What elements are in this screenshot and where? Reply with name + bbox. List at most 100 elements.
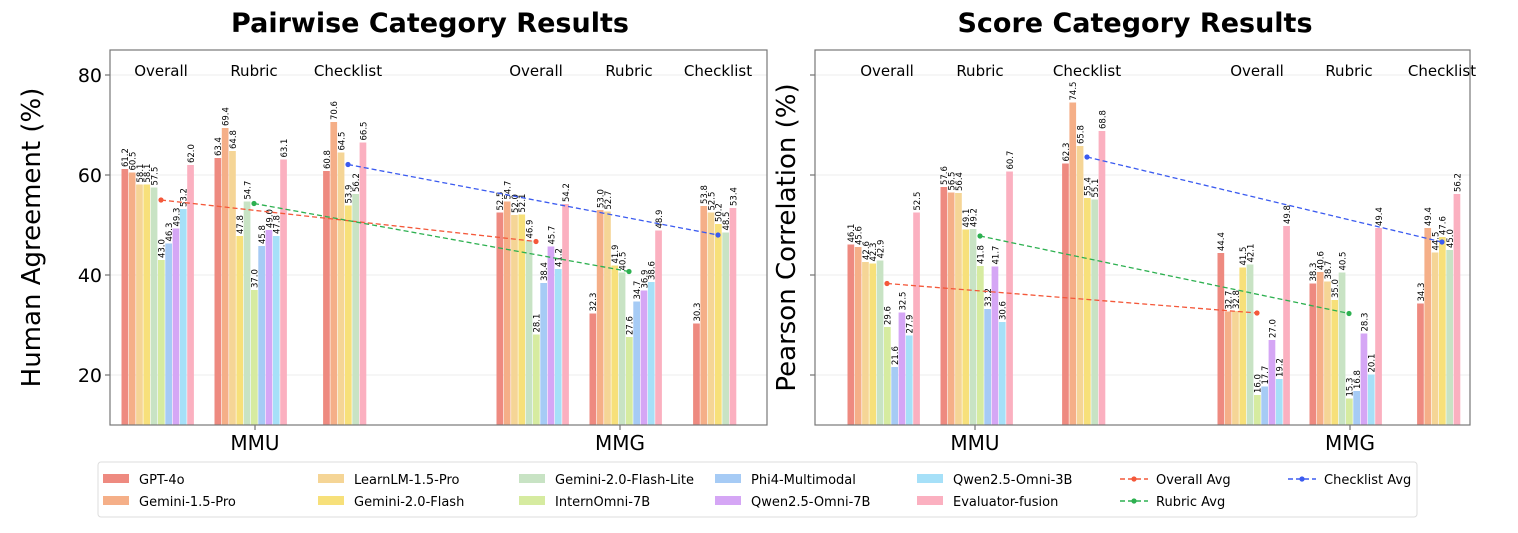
legend-marker [1131, 498, 1137, 504]
bar-value-label: 49.2 [969, 208, 979, 227]
bar-value-label: 40.5 [618, 252, 628, 271]
bar-LearnLM-1.5-Pro [1076, 146, 1084, 425]
bar-value-label: 49.0 [265, 209, 275, 228]
bar-GPT-4o [1217, 253, 1225, 425]
bar-value-label: 53.4 [729, 187, 739, 206]
avg-point [533, 238, 539, 245]
bar-value-label: 15.3 [1346, 378, 1356, 397]
avg-point [1439, 239, 1445, 245]
bar-GPT-4o [496, 212, 504, 425]
bar-value-label: 28.3 [1360, 313, 1370, 332]
category-label: Overall [509, 62, 563, 80]
bar-value-label: 61.2 [121, 148, 131, 167]
bar-value-label: 53.2 [180, 188, 190, 207]
bar-value-label: 45.0 [1446, 229, 1456, 248]
bar-value-label: 54.7 [503, 181, 513, 200]
bar-value-label: 16.8 [1353, 370, 1363, 389]
avg-line-Rubric Avg [253, 202, 630, 273]
bar-Gemini-2.0-Flash [143, 184, 151, 425]
legend-label: LearnLM-1.5-Pro [354, 473, 460, 488]
category-label: Checklist [684, 62, 752, 80]
category-label: Checklist [1053, 62, 1121, 80]
bar-value-label: 52.1 [518, 194, 528, 213]
bar-InternOmni-7B [884, 327, 891, 425]
bar-Gemini-2.0-Flash-Lite [1091, 199, 1098, 425]
bar-InternOmni-7B [626, 337, 633, 425]
bar-value-label: 27.0 [1268, 319, 1278, 338]
bar-Gemini-2.0-Flash [1439, 237, 1446, 425]
bar-value-label: 64.5 [337, 132, 347, 151]
bar-InternOmni-7B [1254, 395, 1261, 425]
bar-InternOmni-7B [533, 334, 540, 425]
avg-point [884, 280, 890, 287]
bar-value-label: 62.3 [1062, 143, 1072, 162]
bar-Gemini-2.0-Flash [236, 236, 244, 425]
bar-GPT-4o [589, 313, 597, 425]
avg-line-Rubric Avg [979, 235, 1350, 315]
bar-value-label: 53.0 [596, 189, 606, 208]
bar-Gemini-1.5-Pro [128, 172, 136, 425]
category-label: Rubric [605, 62, 652, 80]
bar-value-label: 49.4 [1375, 207, 1385, 226]
plot-frame [109, 49, 768, 426]
legend-swatch [519, 496, 545, 505]
avg-point [1346, 310, 1352, 317]
bar-value-label: 43.0 [158, 239, 168, 258]
bar-GPT-4o [1062, 163, 1069, 425]
bar-value-label: 32.3 [589, 293, 599, 312]
bar-value-label: 48.5 [722, 212, 732, 231]
legend-swatch [519, 474, 545, 483]
bar-value-label: 46.1 [847, 224, 857, 243]
bar-value-label: 19.2 [1276, 358, 1286, 377]
y-tick-label: 80 [78, 65, 102, 87]
bar-value-label: 38.7 [1324, 261, 1334, 280]
bar-value-label: 53.8 [700, 185, 710, 204]
bar-Gemini-2.0-Flash [715, 224, 722, 425]
bar-Evaluator-fusion [655, 230, 662, 425]
bar-Evaluator-fusion [1098, 131, 1106, 425]
bar-GPT-4o [1309, 283, 1317, 425]
bar-value-label: 42.6 [862, 241, 872, 260]
bar-value-label: 37.0 [251, 269, 261, 288]
bar-Phi4-Multimodal [891, 367, 898, 425]
bar-value-label: 32.8 [1232, 290, 1242, 309]
bar-Qwen2.5-Omni-7B [547, 246, 555, 425]
bar-value-label: 42.9 [876, 240, 886, 259]
bar-value-label: 42.3 [869, 243, 879, 262]
bar-Phi4-Multimodal [1261, 386, 1268, 425]
bar-value-label: 57.6 [940, 166, 950, 185]
bar-Evaluator-fusion [913, 212, 920, 425]
bar-Qwen2.5-Omni-7B [1360, 333, 1368, 425]
bar-Qwen2.5-Omni-3B [554, 269, 562, 425]
bar-value-label: 41.8 [977, 245, 987, 264]
bar-value-label: 56.4 [955, 172, 965, 191]
bar-value-label: 63.1 [280, 139, 290, 158]
bar-Phi4-Multimodal [258, 246, 265, 425]
legend-swatch [318, 496, 344, 505]
bar-value-label: 28.1 [533, 314, 543, 333]
legend-swatch [715, 474, 741, 483]
avg-point [1254, 310, 1260, 316]
legend-label: GPT-4o [139, 473, 185, 488]
bar-value-label: 38.3 [1309, 263, 1319, 282]
legend-label: Overall Avg [1156, 473, 1231, 488]
bar-value-label: 36.9 [640, 270, 650, 289]
bar-value-label: 55.1 [1091, 179, 1101, 198]
chart-1: Pairwise Category Results Human Agreement… [17, 8, 768, 455]
bar-Gemini-2.0-Flash-Lite [243, 201, 251, 425]
bar-value-label: 33.2 [984, 288, 994, 307]
bar-Evaluator-fusion [562, 204, 569, 425]
x-tick-label: MMG [1325, 431, 1375, 455]
bar-Evaluator-fusion [1375, 228, 1382, 425]
bar-Gemini-1.5-Pro [1069, 102, 1077, 425]
legend-label: Gemini-2.0-Flash [354, 495, 464, 510]
y-tick-label: 40 [78, 265, 102, 287]
avg-line-Checklist Avg [347, 163, 719, 236]
bar-value-label: 44.5 [1431, 232, 1441, 251]
category-label: Checklist [1408, 62, 1476, 80]
bar-value-label: 45.7 [547, 226, 557, 245]
bar-Gemini-2.0-Flash-Lite [876, 260, 884, 425]
bar-Gemini-2.0-Flash-Lite [1246, 264, 1254, 425]
bar-Gemini-1.5-Pro [1316, 272, 1324, 425]
